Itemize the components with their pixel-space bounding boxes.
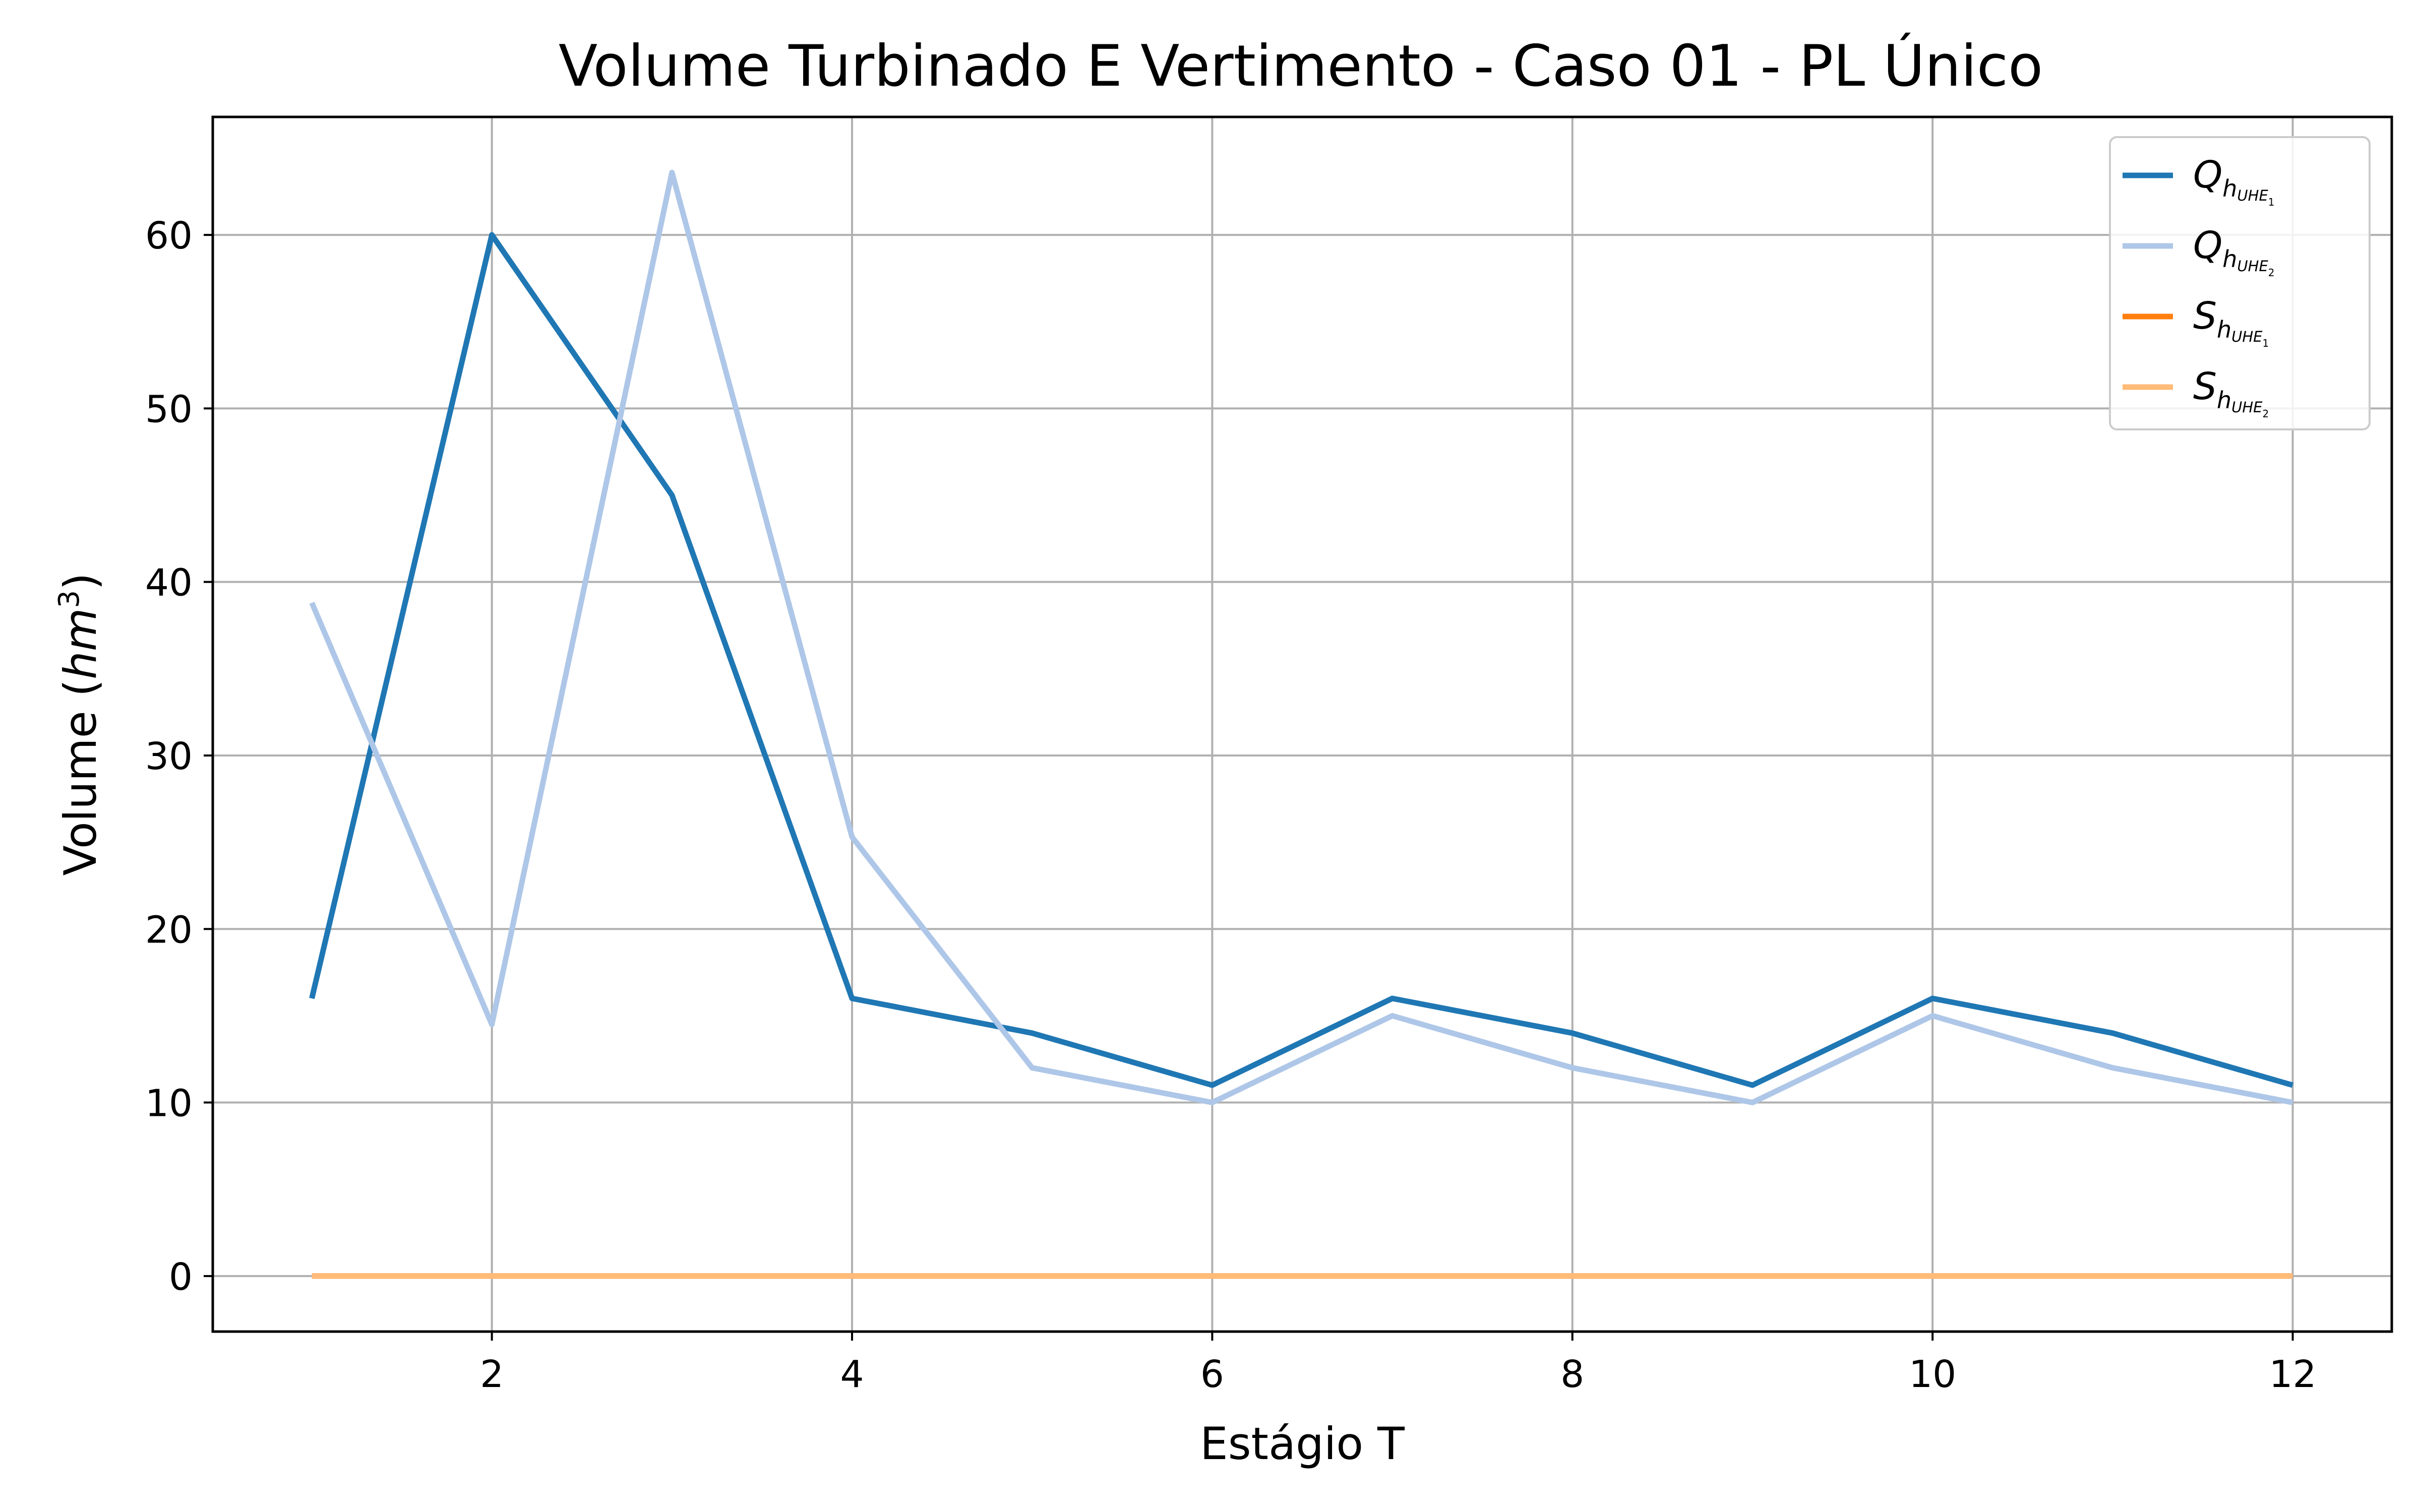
y-tick-label: 30 — [145, 735, 193, 778]
legend-sub: h — [2222, 245, 2237, 273]
y-tick-label: 10 — [145, 1082, 193, 1125]
legend-subsub: UHE — [2231, 328, 2263, 345]
series-line-2 — [309, 169, 2293, 1105]
legend-index: 2 — [2263, 408, 2269, 420]
series-lines — [309, 169, 2294, 1279]
legend-main: S — [2193, 294, 2217, 338]
y-axis-label-exponent: 3 — [53, 590, 86, 608]
legend-label-3: ShUHE1 — [2193, 294, 2269, 349]
x-tick-label: 12 — [2269, 1353, 2316, 1396]
chart-title: Volume Turbinado E Vertimento - Caso 01 … — [559, 33, 2043, 99]
legend-label-1: QhUHE1 — [2193, 153, 2275, 208]
y-axis-label-text: Volume ( — [54, 679, 106, 876]
x-tick-label: 10 — [1909, 1353, 1956, 1396]
y-axis-label-unit: hm — [54, 608, 106, 679]
legend-main: Q — [2193, 153, 2222, 197]
legend-label-2: QhUHE2 — [2193, 224, 2275, 279]
y-axis-ticks: 0 10 20 30 40 50 60 — [145, 214, 213, 1299]
legend-subsub: UHE — [2237, 187, 2268, 204]
x-tick-label: 4 — [840, 1353, 864, 1396]
y-axis-label: Volume (hm3) — [53, 573, 106, 875]
y-tick-label: 40 — [145, 561, 193, 605]
y-tick-label: 0 — [169, 1255, 193, 1299]
legend-label-4: ShUHE2 — [2193, 365, 2269, 420]
legend-index: 1 — [2268, 196, 2275, 208]
x-tick-label: 8 — [1560, 1353, 1584, 1396]
legend-subsub: UHE — [2231, 399, 2263, 416]
plot-frame — [211, 115, 2393, 1333]
legend-sub: h — [2217, 387, 2231, 414]
legend-sub: h — [2222, 175, 2237, 202]
legend-index: 1 — [2263, 337, 2269, 349]
y-tick-label: 50 — [145, 388, 193, 431]
series-line-1 — [309, 232, 2294, 1088]
y-axis-label-close: ) — [54, 573, 106, 590]
legend-main: S — [2193, 365, 2217, 408]
legend-box — [2109, 136, 2371, 430]
x-tick-label: 6 — [1200, 1353, 1224, 1396]
x-tick-label: 2 — [480, 1353, 504, 1396]
x-axis-label: Estágio T — [1200, 1418, 1405, 1470]
legend-index: 2 — [2268, 267, 2275, 279]
y-tick-label: 20 — [145, 908, 193, 952]
legend-main: Q — [2193, 224, 2222, 267]
legend-sub: h — [2217, 316, 2231, 343]
legend-subsub: UHE — [2237, 258, 2268, 275]
y-tick-label: 60 — [145, 214, 193, 258]
x-axis-ticks: 2 4 6 8 10 12 — [480, 1332, 2317, 1396]
